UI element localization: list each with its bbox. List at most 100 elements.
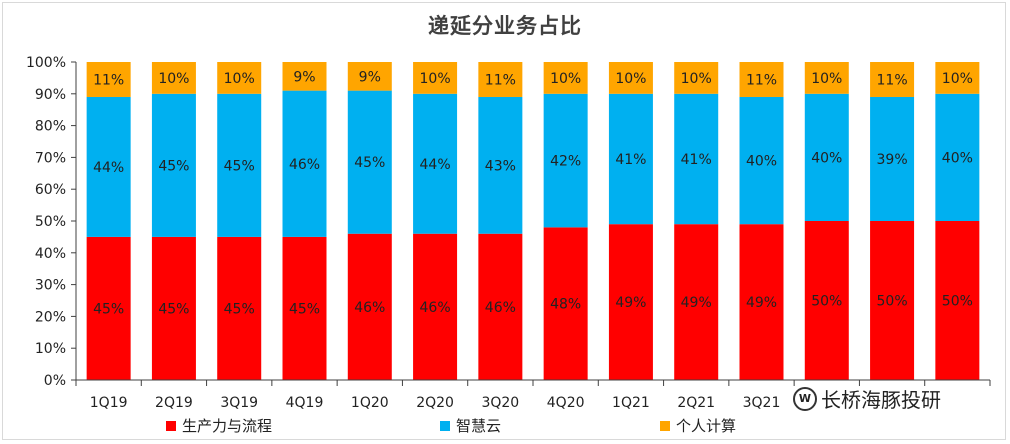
- data-label: 46%: [289, 157, 320, 173]
- x-tick-label: 3Q21: [743, 395, 781, 411]
- bar-segment: [478, 96, 523, 234]
- data-label: 10%: [420, 71, 451, 87]
- bar-segment: [151, 93, 196, 237]
- data-label: 45%: [158, 301, 189, 317]
- data-label: 49%: [746, 295, 777, 311]
- data-label: 40%: [746, 154, 777, 170]
- y-tick-label: 0%: [44, 373, 66, 389]
- y-tick-label: 40%: [35, 246, 66, 262]
- bar-segment: [935, 221, 980, 380]
- bar-segment: [870, 62, 915, 97]
- data-label: 46%: [485, 300, 516, 316]
- data-label: 50%: [877, 294, 908, 310]
- bar-segment: [543, 62, 588, 94]
- data-label: 42%: [550, 154, 581, 170]
- bar-segment: [347, 62, 392, 91]
- x-tick-label: 1Q21: [612, 395, 650, 411]
- x-tick-label: 2Q20: [416, 395, 454, 411]
- bar-segment: [282, 90, 327, 237]
- bar-segment: [804, 62, 849, 94]
- legend-swatch: [440, 421, 450, 431]
- bar-segment: [739, 224, 784, 380]
- legend-swatch: [166, 421, 176, 431]
- bar-segment: [739, 96, 784, 225]
- data-label: 45%: [93, 301, 124, 317]
- data-label: 11%: [746, 72, 777, 88]
- data-label: 41%: [615, 152, 646, 168]
- data-label: 45%: [158, 158, 189, 174]
- data-label: 11%: [485, 72, 516, 88]
- data-label: 10%: [811, 71, 842, 87]
- watermark: W 长桥海豚投研: [793, 384, 941, 413]
- legend-swatch: [660, 421, 670, 431]
- y-tick-label: 10%: [35, 341, 66, 357]
- bar-segment: [413, 93, 458, 234]
- x-tick-label: 1Q19: [90, 395, 128, 411]
- bar-segment: [413, 62, 458, 94]
- bar-segment: [804, 93, 849, 221]
- legend-label: 个人计算: [676, 417, 736, 435]
- y-tick-label: 30%: [35, 278, 66, 294]
- bar-segment: [86, 96, 131, 237]
- data-label: 43%: [485, 158, 516, 174]
- bar-segment: [608, 62, 653, 94]
- y-tick-label: 20%: [35, 309, 66, 325]
- data-label: 10%: [158, 71, 189, 87]
- y-tick-label: 80%: [35, 119, 66, 135]
- x-tick-label: 3Q20: [481, 395, 519, 411]
- bar-segment: [86, 62, 131, 97]
- data-label: 9%: [359, 69, 381, 85]
- data-label: 46%: [354, 300, 385, 316]
- bar-segment: [282, 62, 327, 91]
- legend-label: 生产力与流程: [182, 417, 272, 435]
- data-label: 44%: [420, 157, 451, 173]
- bar-segment: [478, 233, 523, 380]
- data-label: 10%: [550, 71, 581, 87]
- bar-segment: [86, 236, 131, 380]
- data-label: 10%: [615, 71, 646, 87]
- bar-segment: [217, 62, 262, 94]
- data-label: 39%: [877, 152, 908, 168]
- bar-segment: [347, 233, 392, 380]
- bar-segment: [674, 224, 719, 380]
- data-label: 48%: [550, 297, 581, 313]
- bar-segment: [217, 93, 262, 237]
- data-label: 11%: [93, 72, 124, 88]
- data-label: 40%: [942, 150, 973, 166]
- x-tick-label: 2Q19: [155, 395, 193, 411]
- x-tick-label: 1Q20: [351, 395, 389, 411]
- watermark-logo-icon: W: [793, 386, 817, 411]
- bar-segment: [151, 62, 196, 94]
- y-tick-label: 60%: [35, 182, 66, 198]
- watermark-text: 长桥海豚投研: [821, 388, 941, 412]
- bar-segment: [543, 227, 588, 380]
- y-tick-label: 70%: [35, 150, 66, 166]
- data-label: 46%: [420, 300, 451, 316]
- bar-segment: [674, 93, 719, 225]
- bar-segment: [217, 236, 262, 380]
- bar-segment: [151, 236, 196, 380]
- x-tick-label: 4Q19: [286, 395, 324, 411]
- x-tick-label: 3Q19: [220, 395, 258, 411]
- bar-segment: [347, 90, 392, 234]
- bar-segment: [935, 62, 980, 94]
- bar-segment: [870, 221, 915, 380]
- data-label: 45%: [224, 158, 255, 174]
- data-label: 44%: [93, 160, 124, 176]
- data-label: 9%: [293, 69, 315, 85]
- data-label: 41%: [681, 152, 712, 168]
- data-label: 45%: [354, 155, 385, 171]
- data-label: 10%: [224, 71, 255, 87]
- data-label: 50%: [811, 294, 842, 310]
- data-label: 49%: [681, 295, 712, 311]
- x-tick-label: 2Q21: [677, 395, 715, 411]
- x-tick-label: 4Q20: [547, 395, 585, 411]
- bar-segment: [608, 93, 653, 225]
- data-label: 10%: [942, 71, 973, 87]
- bar-segment: [543, 93, 588, 228]
- y-tick-label: 90%: [35, 87, 66, 103]
- bar-segment: [478, 62, 523, 97]
- data-label: 10%: [681, 71, 712, 87]
